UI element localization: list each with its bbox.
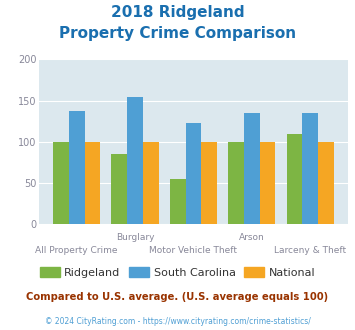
Text: Compared to U.S. average. (U.S. average equals 100): Compared to U.S. average. (U.S. average … (26, 292, 329, 302)
Bar (244, 113, 260, 224)
Bar (186, 123, 201, 224)
Text: Motor Vehicle Theft: Motor Vehicle Theft (149, 246, 237, 255)
Bar (302, 113, 318, 224)
Bar (201, 142, 217, 224)
Text: Burglary: Burglary (116, 233, 154, 242)
Bar (69, 112, 84, 224)
Bar (170, 179, 186, 224)
Text: © 2024 CityRating.com - https://www.cityrating.com/crime-statistics/: © 2024 CityRating.com - https://www.city… (45, 317, 310, 326)
Bar (143, 142, 159, 224)
Bar (53, 142, 69, 224)
Text: Larceny & Theft: Larceny & Theft (274, 246, 346, 255)
Bar (127, 96, 143, 224)
Legend: Ridgeland, South Carolina, National: Ridgeland, South Carolina, National (35, 263, 320, 282)
Text: All Property Crime: All Property Crime (36, 246, 118, 255)
Text: 2018 Ridgeland: 2018 Ridgeland (111, 5, 244, 20)
Bar (260, 142, 275, 224)
Bar (84, 142, 100, 224)
Bar (286, 134, 302, 224)
Bar (228, 142, 244, 224)
Text: Arson: Arson (239, 233, 265, 242)
Bar (111, 154, 127, 224)
Bar (318, 142, 334, 224)
Text: Property Crime Comparison: Property Crime Comparison (59, 26, 296, 41)
